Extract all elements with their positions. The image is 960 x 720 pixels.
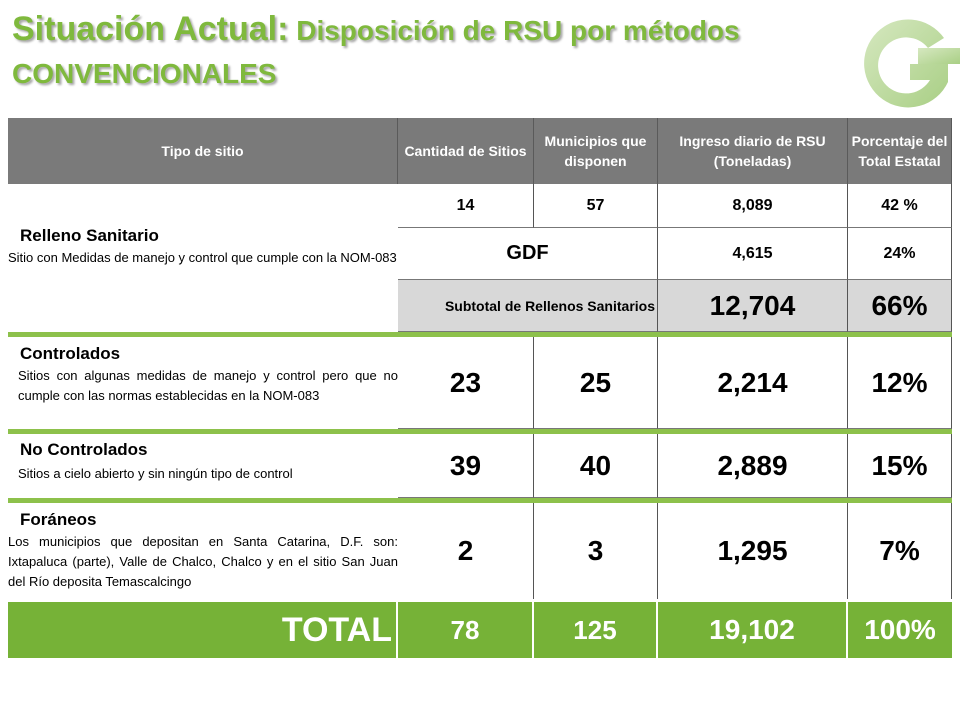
relleno-ingreso: 8,089 bbox=[658, 184, 848, 228]
foraneos-municipios: 3 bbox=[534, 503, 658, 599]
relleno-desc-cell: Relleno Sanitario Sitio con Medidas de m… bbox=[8, 184, 398, 330]
total-sitios: 78 bbox=[398, 602, 534, 658]
gdf-ingreso: 4,615 bbox=[658, 228, 848, 280]
no-controlados-desc: Sitios a cielo abierto y sin ningún tipo… bbox=[18, 466, 293, 481]
controlados-desc-cell: Controlados Sitios con algunas medidas d… bbox=[8, 340, 398, 428]
header-ingreso: Ingreso diario de RSU (Toneladas) bbox=[658, 118, 848, 184]
no-controlados-sitios: 39 bbox=[398, 434, 534, 498]
relleno-sitios: 14 bbox=[398, 184, 534, 228]
total-municipios: 125 bbox=[534, 602, 658, 658]
subtotal-label: Subtotal de Rellenos Sanitarios bbox=[398, 280, 658, 332]
foraneos-ingreso: 1,295 bbox=[658, 503, 848, 599]
row-separator bbox=[8, 332, 952, 337]
subtotal-ingreso: 12,704 bbox=[658, 280, 848, 332]
no-controlados-municipios: 40 bbox=[534, 434, 658, 498]
controlados-desc: Sitios con algunas medidas de manejo y c… bbox=[18, 368, 398, 403]
header-porcentaje: Porcentaje del Total Estatal bbox=[848, 118, 952, 184]
gdf-label: GDF bbox=[398, 228, 658, 280]
total-ingreso: 19,102 bbox=[658, 602, 848, 658]
row-separator bbox=[8, 429, 952, 434]
header-municipios: Municipios que disponen bbox=[534, 118, 658, 184]
row-separator bbox=[8, 498, 952, 503]
total-porcentaje: 100% bbox=[848, 602, 952, 658]
subtotal-porcentaje: 66% bbox=[848, 280, 952, 332]
title-main: Situación Actual: bbox=[12, 10, 289, 48]
foraneos-title: Foráneos bbox=[20, 510, 97, 529]
relleno-desc: Sitio con Medidas de manejo y control qu… bbox=[8, 250, 397, 265]
title-line2: CONVENCIONALES bbox=[12, 58, 277, 89]
controlados-municipios: 25 bbox=[534, 337, 658, 429]
no-controlados-title: No Controlados bbox=[20, 440, 148, 459]
header-cantidad: Cantidad de Sitios bbox=[398, 118, 534, 184]
relleno-porcentaje: 42 % bbox=[848, 184, 952, 228]
disposal-table: Tipo de sitio Cantidad de Sitios Municip… bbox=[8, 118, 952, 660]
no-controlados-ingreso: 2,889 bbox=[658, 434, 848, 498]
controlados-title: Controlados bbox=[20, 344, 121, 363]
slide-title: Situación Actual: Disposición de RSU por… bbox=[12, 10, 852, 93]
total-label: TOTAL bbox=[8, 602, 398, 658]
foraneos-porcentaje: 7% bbox=[848, 503, 952, 599]
foraneos-desc-cell: Foráneos Los municipios que depositan en… bbox=[8, 510, 398, 598]
no-controlados-porcentaje: 15% bbox=[848, 434, 952, 498]
controlados-porcentaje: 12% bbox=[848, 337, 952, 429]
gdf-porcentaje: 24% bbox=[848, 228, 952, 280]
controlados-sitios: 23 bbox=[398, 337, 534, 429]
relleno-title: Relleno Sanitario bbox=[20, 226, 159, 245]
foraneos-desc: Los municipios que depositan en Santa Ca… bbox=[8, 534, 398, 589]
foraneos-sitios: 2 bbox=[398, 503, 534, 599]
company-logo-icon bbox=[864, 19, 960, 108]
header-tipo: Tipo de sitio bbox=[8, 118, 398, 184]
controlados-ingreso: 2,214 bbox=[658, 337, 848, 429]
title-sub: Disposición de RSU por métodos bbox=[288, 15, 740, 46]
no-controlados-desc-cell: No Controlados Sitios a cielo abierto y … bbox=[8, 438, 398, 498]
relleno-municipios: 57 bbox=[534, 184, 658, 228]
